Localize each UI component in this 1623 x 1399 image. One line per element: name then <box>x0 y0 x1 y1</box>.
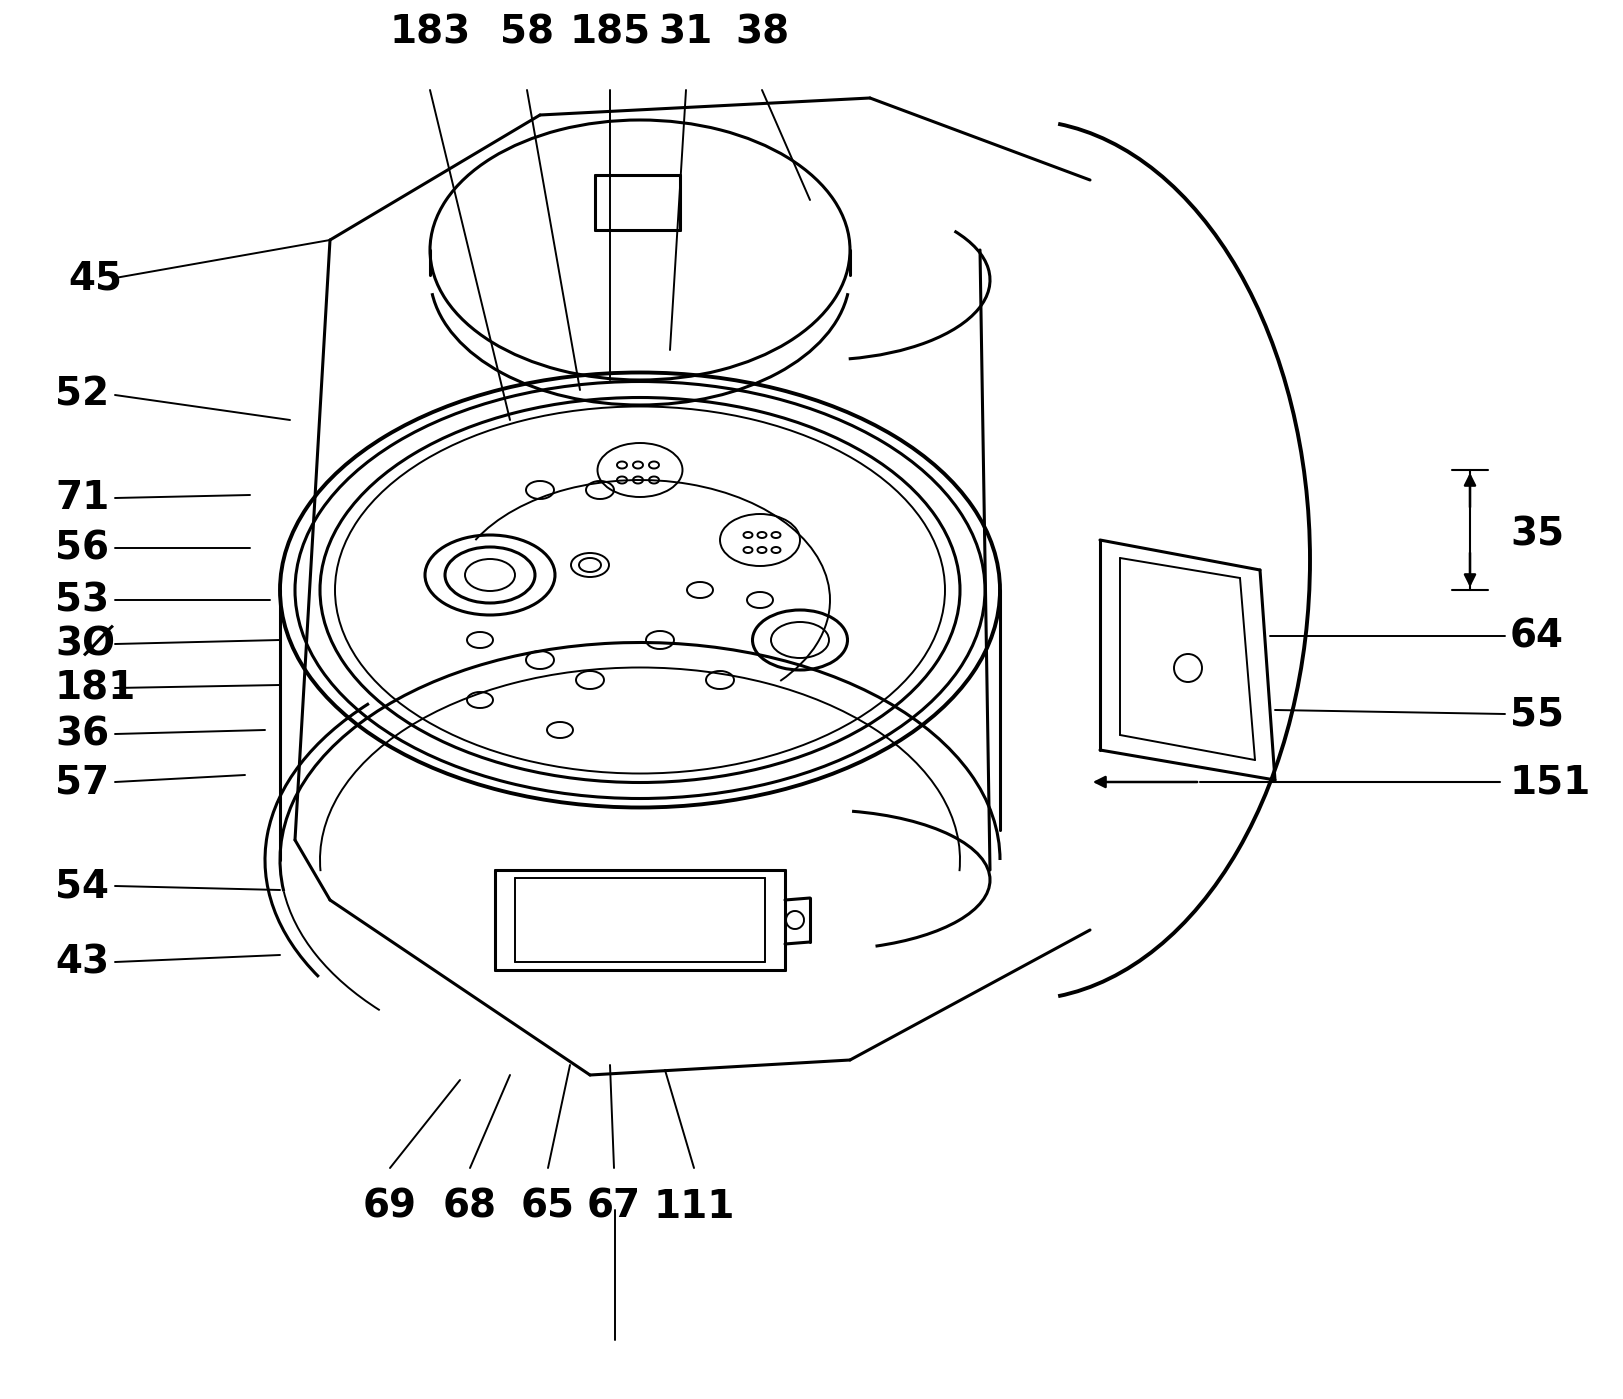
Text: 38: 38 <box>735 14 789 52</box>
Text: 54: 54 <box>55 867 109 905</box>
Text: 71: 71 <box>55 478 109 518</box>
Text: 43: 43 <box>55 943 109 981</box>
Text: 56: 56 <box>55 529 109 567</box>
Text: 58: 58 <box>500 14 553 52</box>
Text: 52: 52 <box>55 376 109 414</box>
Text: 3Ø: 3Ø <box>55 625 115 663</box>
Text: 111: 111 <box>652 1188 734 1226</box>
Text: 53: 53 <box>55 581 109 618</box>
Text: 185: 185 <box>570 14 651 52</box>
Text: 67: 67 <box>586 1188 641 1226</box>
Text: 151: 151 <box>1509 762 1591 802</box>
Text: 64: 64 <box>1509 617 1563 655</box>
Text: 55: 55 <box>1509 695 1563 733</box>
Text: 65: 65 <box>521 1188 575 1226</box>
Text: 31: 31 <box>659 14 712 52</box>
Text: 45: 45 <box>68 259 122 297</box>
Text: 183: 183 <box>390 14 471 52</box>
Text: 57: 57 <box>55 762 109 802</box>
Text: 181: 181 <box>55 669 136 706</box>
Text: 68: 68 <box>443 1188 497 1226</box>
Text: 35: 35 <box>1509 515 1563 553</box>
Text: 36: 36 <box>55 715 109 753</box>
Text: 69: 69 <box>364 1188 417 1226</box>
